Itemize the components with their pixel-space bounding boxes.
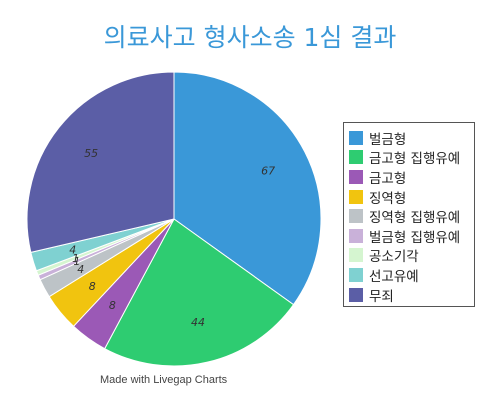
pie-slice-2 bbox=[104, 218, 295, 367]
legend-swatch bbox=[349, 189, 363, 204]
legend-label: 공소기각 bbox=[369, 249, 419, 266]
legend-label: 징역형 집행유예 bbox=[369, 210, 461, 227]
legend-label: 벌금형 집행유예 bbox=[369, 229, 461, 246]
pie-slice-9 bbox=[26, 71, 175, 253]
legend-item-6: 벌금형 집행유예 bbox=[349, 226, 474, 246]
legend-label: 금고형 집행유예 bbox=[369, 151, 461, 168]
legend-swatch bbox=[349, 169, 363, 184]
legend-swatch bbox=[349, 150, 363, 165]
legend-label: 무죄 bbox=[369, 288, 394, 305]
legend-label: 금고형 bbox=[369, 170, 407, 187]
slice-value-label-2: 44 bbox=[191, 316, 205, 329]
chart-title: 의료사고 형사소송 1심 결과 bbox=[103, 23, 397, 52]
legend-label: 벌금형 bbox=[369, 131, 407, 148]
footer-credit: Made with Livegap Charts bbox=[100, 374, 228, 386]
legend-item-3: 금고형 bbox=[349, 167, 474, 187]
legend-item-8: 선고유예 bbox=[349, 265, 474, 285]
slice-value-label-4: 8 bbox=[89, 280, 96, 293]
legend-item-7: 공소기각 bbox=[349, 246, 474, 266]
legend-label: 징역형 bbox=[369, 190, 407, 207]
legend-swatch bbox=[349, 228, 363, 243]
slice-value-label-9: 55 bbox=[84, 147, 98, 160]
legend-item-4: 징역형 bbox=[349, 187, 474, 207]
slice-value-label-1: 67 bbox=[261, 165, 275, 178]
legend-item-5: 징역형 집행유예 bbox=[349, 206, 474, 226]
legend-swatch bbox=[349, 209, 363, 224]
slice-value-label-6: 1 bbox=[73, 255, 80, 268]
slice-value-label-3: 8 bbox=[109, 299, 116, 312]
legend-swatch bbox=[349, 130, 363, 145]
legend-item-1: 벌금형 bbox=[349, 128, 474, 148]
slice-value-label-8: 4 bbox=[69, 244, 76, 257]
legend-item-9: 무죄 bbox=[349, 285, 474, 305]
legend-swatch bbox=[349, 248, 363, 263]
legend-item-2: 금고형 집행유예 bbox=[349, 148, 474, 168]
legend-label: 선고유예 bbox=[369, 268, 419, 285]
slice-value-label-5: 4 bbox=[77, 263, 84, 276]
slice-value-label-7: 1 bbox=[72, 252, 79, 265]
pie-slice-1 bbox=[173, 71, 322, 306]
legend-swatch bbox=[349, 267, 363, 282]
legend-swatch bbox=[349, 287, 363, 302]
